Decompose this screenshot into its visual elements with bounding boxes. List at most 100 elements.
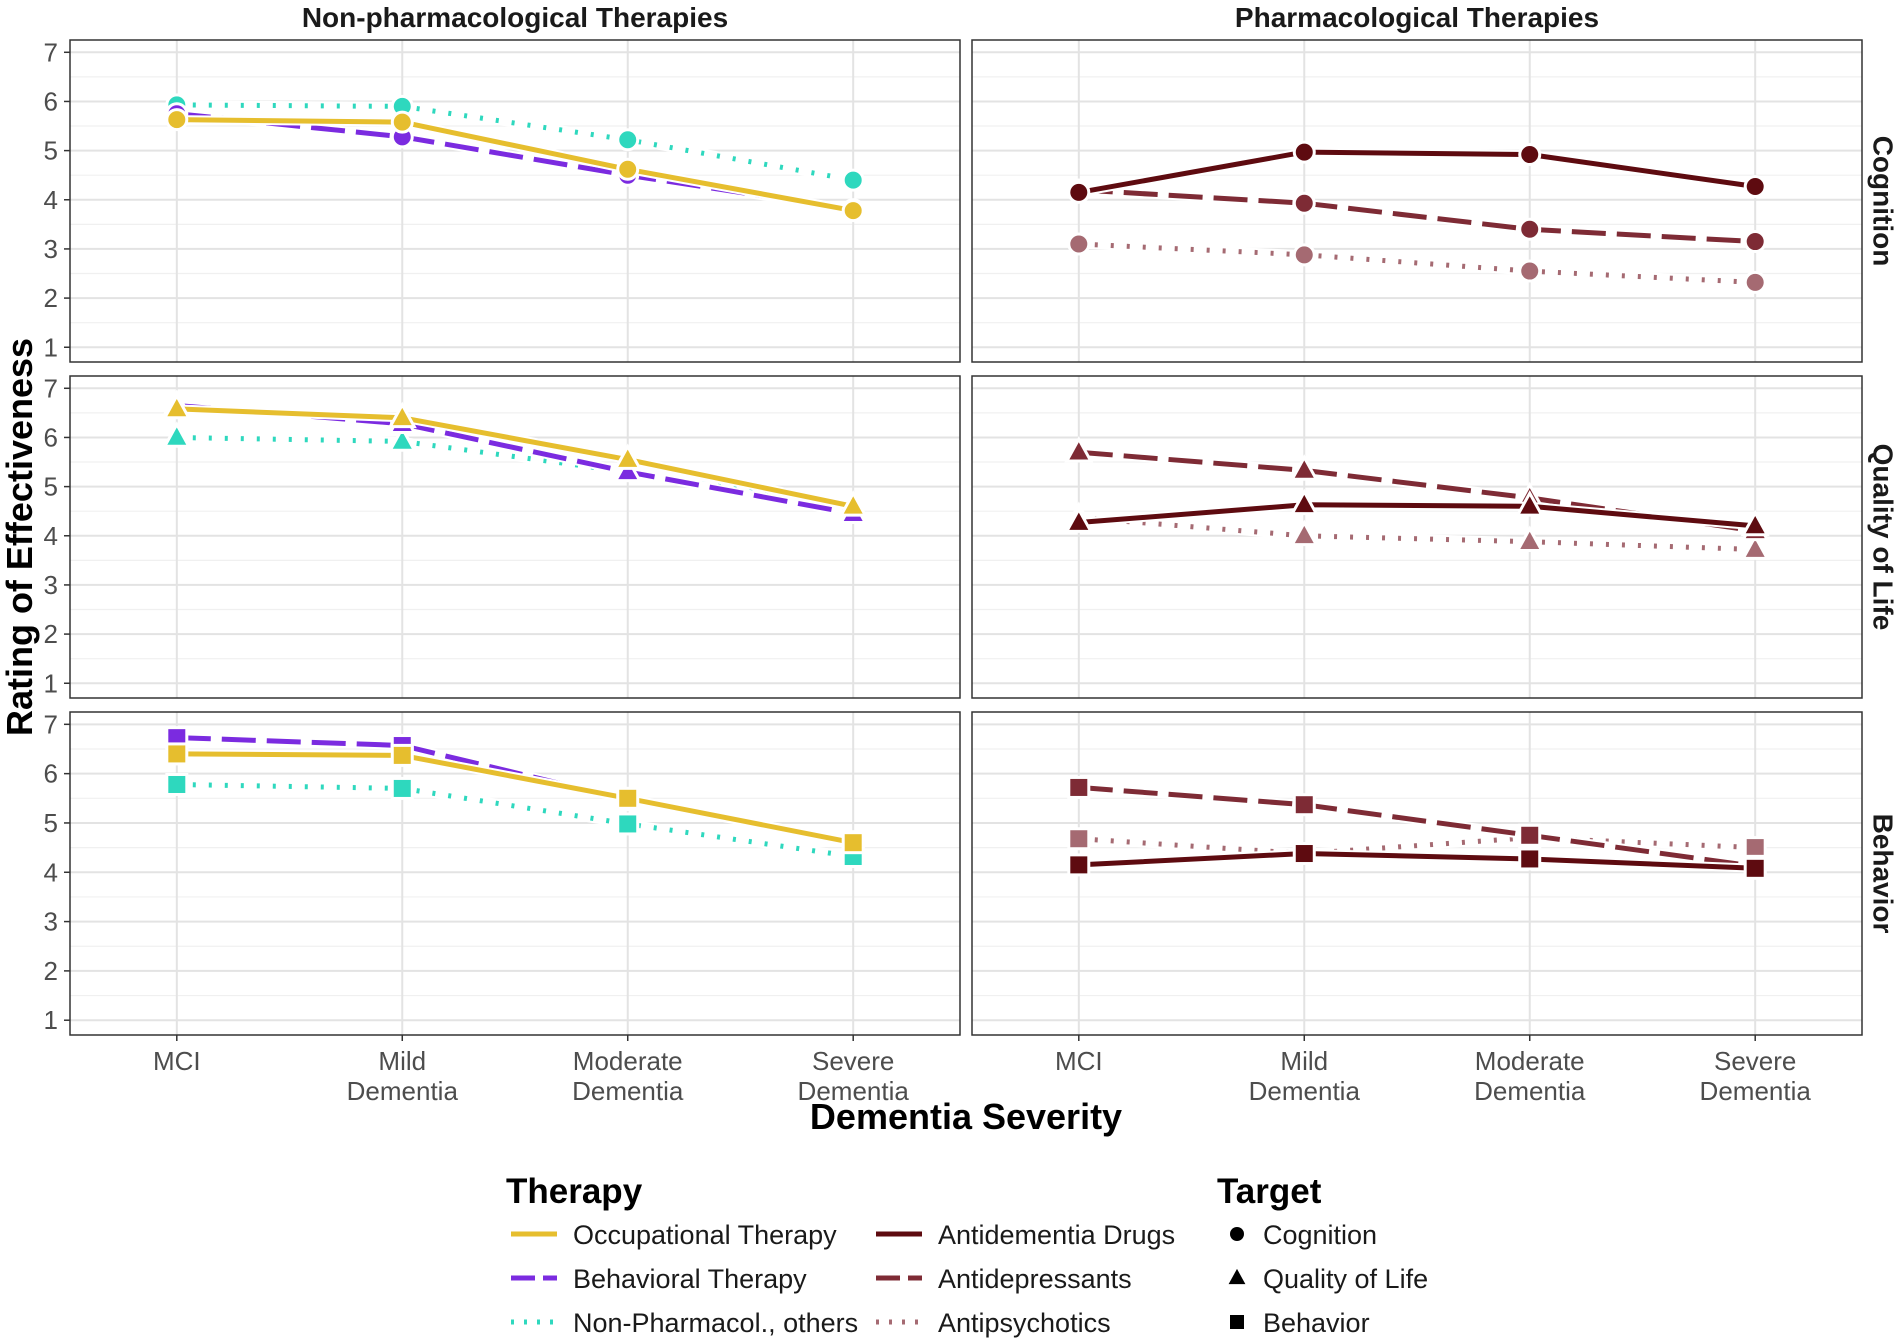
legend-label: Quality of Life bbox=[1263, 1264, 1428, 1294]
series-line bbox=[176, 102, 854, 183]
data-point bbox=[1067, 232, 1091, 256]
legend-target-cognition: Cognition bbox=[1230, 1220, 1377, 1250]
x-tick-label: Moderate Dementia bbox=[1474, 1046, 1586, 1106]
data-point bbox=[616, 786, 640, 810]
y-tick-label: 1 bbox=[44, 668, 58, 698]
x-tick-label: MCI bbox=[1055, 1046, 1103, 1076]
y-tick-label: 3 bbox=[44, 234, 58, 264]
data-point bbox=[390, 776, 414, 800]
legend-item-bt: Behavioral Therapy bbox=[511, 1264, 807, 1294]
data-point bbox=[162, 392, 192, 420]
data-point bbox=[1292, 140, 1316, 164]
data-point bbox=[1740, 533, 1770, 560]
square-icon bbox=[1230, 1315, 1244, 1329]
data-point bbox=[1518, 823, 1542, 847]
y-tick-label: 1 bbox=[44, 1005, 58, 1035]
legend-label: Behavior bbox=[1263, 1308, 1370, 1338]
data-point bbox=[1743, 836, 1767, 860]
data-point bbox=[1292, 842, 1316, 866]
triangle-icon bbox=[1228, 1268, 1246, 1285]
y-tick-label: 5 bbox=[44, 808, 58, 838]
data-point bbox=[390, 743, 414, 767]
x-axis-pharm: MCI Mild Dementia Moderate Dementia Severe Dem… bbox=[1055, 1035, 1811, 1106]
data-point bbox=[616, 812, 640, 836]
data-point bbox=[1518, 847, 1542, 871]
y-tick-label: 2 bbox=[44, 283, 58, 313]
data-point bbox=[1067, 827, 1091, 851]
data-point bbox=[1518, 217, 1542, 241]
data-point bbox=[1292, 793, 1316, 817]
series-line bbox=[1078, 515, 1756, 552]
panel-pharm-cognition bbox=[972, 40, 1862, 362]
data-point bbox=[838, 490, 868, 517]
facet-title-non: Non-pharmacological Therapies bbox=[302, 2, 728, 33]
legend-target-title: Target bbox=[1217, 1172, 1322, 1211]
data-point bbox=[165, 108, 189, 132]
data-point bbox=[1064, 506, 1094, 533]
facet-row-title-qol: Quality of Life bbox=[1868, 444, 1899, 631]
y-axis-behavior: 1 2 3 4 5 6 7 bbox=[44, 709, 70, 1035]
data-point bbox=[616, 157, 640, 181]
y-tick-label: 4 bbox=[44, 857, 58, 887]
data-point bbox=[841, 168, 865, 192]
data-point bbox=[165, 742, 189, 766]
series-ad-qol bbox=[1064, 488, 1770, 537]
data-point bbox=[390, 110, 414, 134]
y-tick-label: 6 bbox=[44, 422, 58, 452]
facet-title-pharm: Pharmacological Therapies bbox=[1235, 2, 1599, 33]
data-point bbox=[1743, 270, 1767, 294]
series-line bbox=[176, 751, 854, 846]
data-point bbox=[1289, 454, 1319, 481]
series-ot-behavior bbox=[165, 742, 865, 855]
x-tick-label: Severe Dementia bbox=[1700, 1046, 1812, 1106]
legend-label: Non-Pharmacol., others bbox=[573, 1308, 858, 1338]
panel-border bbox=[971, 39, 1863, 363]
facet-row-title-cognition: Cognition bbox=[1868, 136, 1899, 267]
series-line bbox=[1078, 502, 1756, 529]
y-tick-label: 6 bbox=[44, 86, 58, 116]
panel-border bbox=[69, 39, 961, 363]
data-point bbox=[1064, 436, 1094, 463]
data-point bbox=[1067, 180, 1091, 204]
legend-item-ad: Antidementia Drugs bbox=[876, 1220, 1175, 1250]
y-tick-label: 5 bbox=[44, 472, 58, 502]
x-tick-label: Mild Dementia bbox=[347, 1046, 459, 1106]
data-point bbox=[387, 401, 417, 429]
legend-label: Behavioral Therapy bbox=[573, 1264, 807, 1294]
legend-item-adep: Antidepressants bbox=[876, 1264, 1132, 1294]
series-line bbox=[1078, 241, 1756, 285]
data-point bbox=[162, 421, 192, 448]
panel-border bbox=[69, 375, 961, 699]
data-point bbox=[1518, 259, 1542, 283]
data-point bbox=[1292, 191, 1316, 215]
series-line bbox=[1078, 187, 1756, 245]
series-line bbox=[1078, 851, 1756, 871]
data-point bbox=[841, 831, 865, 855]
series-line bbox=[176, 435, 854, 511]
legend-target-behavior: Behavior bbox=[1230, 1308, 1370, 1338]
data-point bbox=[1067, 853, 1091, 877]
series-line bbox=[1078, 149, 1756, 195]
data-point bbox=[1515, 525, 1545, 552]
x-tick-label: Moderate Dementia bbox=[572, 1046, 684, 1106]
y-axis-cognition: 1 2 3 4 5 6 7 bbox=[44, 37, 70, 362]
y-tick-label: 1 bbox=[44, 332, 58, 362]
series-ad-cognition bbox=[1067, 140, 1767, 204]
legend-target-qol: Quality of Life bbox=[1228, 1264, 1428, 1294]
x-axis-non: MCI Mild Dementia Moderate Dementia Severe Dem… bbox=[153, 1035, 909, 1106]
legend-item-aps: Antipsychotics bbox=[876, 1308, 1111, 1338]
x-tick-label: Severe Dementia bbox=[798, 1046, 910, 1106]
series-line bbox=[176, 782, 854, 859]
data-point bbox=[387, 425, 417, 452]
data-point bbox=[616, 128, 640, 152]
series-line bbox=[176, 406, 854, 509]
legend-label: Antidepressants bbox=[938, 1264, 1132, 1294]
y-axis-qol: 1 2 3 4 5 6 7 bbox=[44, 373, 70, 698]
data-point bbox=[1067, 775, 1091, 799]
series-line bbox=[176, 117, 854, 214]
legend-item-npo: Non-Pharmacol., others bbox=[511, 1308, 858, 1338]
series-ot-cognition bbox=[165, 108, 865, 223]
series-line bbox=[1078, 784, 1756, 869]
series-line bbox=[1078, 835, 1756, 856]
